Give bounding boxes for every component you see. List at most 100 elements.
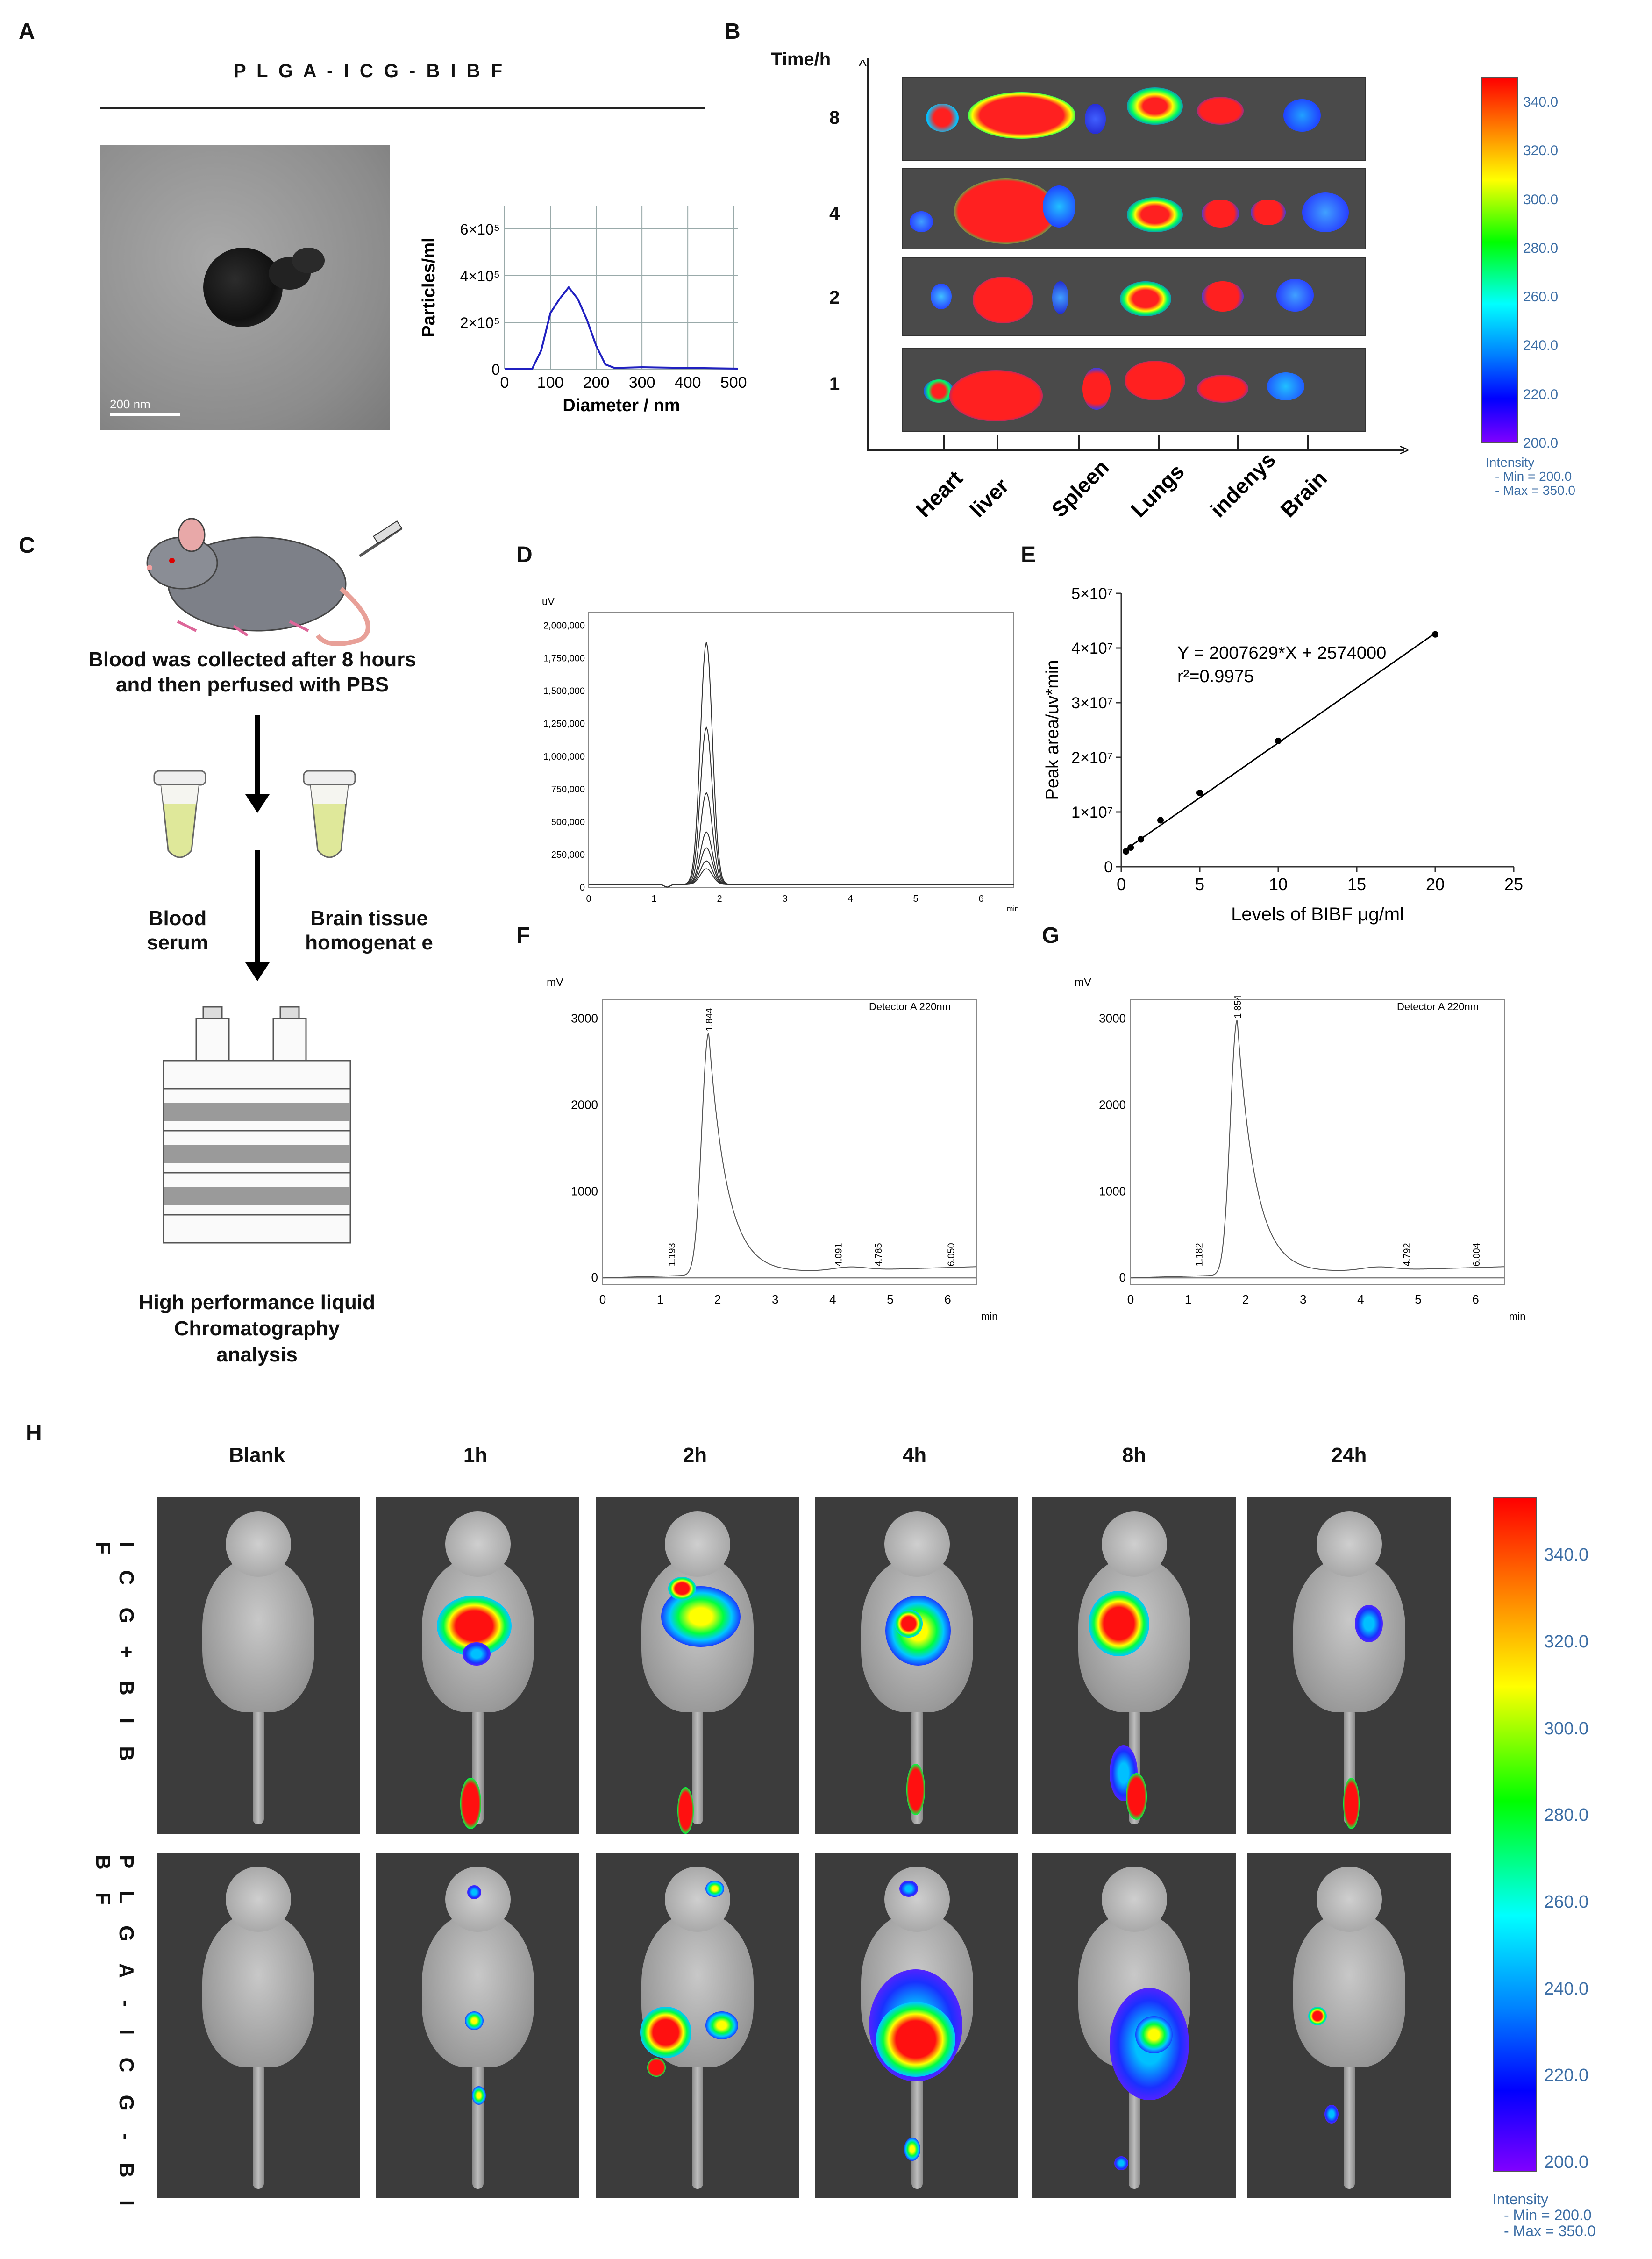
y-tick-label: 3000 [1099, 1012, 1126, 1026]
mouse-head [1101, 1511, 1167, 1577]
label-brain-homogenate: Brain tissue homogenat e [305, 907, 433, 954]
data-point [1138, 836, 1144, 843]
x-tick-label: 0 [599, 1292, 606, 1306]
y-unit: uV [542, 596, 555, 607]
data-point [1123, 848, 1130, 855]
calibration-curve: 0 1×10⁷ 2×10⁷ 3×10⁷ 4×10⁷ 5×10⁷ 0 5 10 15 20 25 Y = … [1043, 585, 1523, 925]
fluorescence-signal [677, 1787, 694, 1834]
mouse-illustration [146, 518, 403, 646]
mouse-image-panel [815, 1853, 1018, 2198]
panel-b-y-axis [867, 58, 869, 451]
colorbar-tick-label: 200.0 [1544, 2152, 1589, 2173]
y-tick-label: 1,500,000 [543, 686, 585, 697]
mouse-tail [911, 2063, 923, 2189]
mouse-head [1101, 1867, 1167, 1932]
x-tick-label: 1 [651, 894, 656, 904]
peak-label: 6.050 [947, 1243, 957, 1266]
mouse-head [225, 1867, 291, 1932]
arrow-up-icon: ^ [859, 56, 867, 75]
arrow-down-icon [245, 794, 270, 813]
mouse-tail [252, 1708, 264, 1824]
peak-label: 6.004 [1472, 1243, 1482, 1266]
data-point [1196, 790, 1203, 797]
organ-label: Spleen [1047, 455, 1113, 522]
mouse-head [1316, 1867, 1382, 1932]
panel-a-letter: A [19, 19, 35, 44]
mouse-image-panel [157, 1497, 360, 1834]
mouse-image-panel [1032, 1853, 1236, 2198]
mouse-head [445, 1867, 511, 1932]
y-tick-label: 750,000 [551, 784, 585, 795]
fluorescence-signal [906, 1764, 925, 1815]
y-tick-label: 0 [591, 1270, 598, 1284]
col-label: 24h [1331, 1444, 1367, 1467]
panel-f-letter: F [516, 923, 530, 948]
mouse-head [664, 1511, 730, 1577]
fluorescence-signal [1089, 1591, 1149, 1656]
x-tick-label: 10 [1269, 875, 1288, 894]
y-tick-label: 2×10⁷ [1071, 749, 1113, 767]
chromatogram-brain: mV Detector A 220nm 3000 2000 1000 00 1 2 3 4 5 6 mi… [1075, 976, 1525, 1322]
organ-strip-1h [902, 348, 1366, 432]
x-tick-label: 0 [1127, 1292, 1134, 1306]
plot-frame [602, 999, 977, 1285]
panel-a-rule [100, 107, 705, 109]
chromatogram-trace [602, 1033, 977, 1279]
mouse-image-panel [157, 1853, 360, 2198]
tube-icon [303, 770, 356, 858]
fluorescence-signal [1135, 2016, 1173, 2053]
panelh-colorbar-caption: Intensity - Min = 200.0 - Max = 350.0 [1493, 2191, 1596, 2239]
y-tick-label: 1,000,000 [543, 752, 585, 762]
x-tick-label: 1 [1185, 1292, 1191, 1306]
mouse-body [202, 1913, 314, 2067]
fluorescence-signal [1355, 1605, 1383, 1642]
y-tick-label: 0 [491, 361, 500, 378]
fluorescence-signal [895, 1610, 923, 1638]
mouse-head [225, 1511, 291, 1577]
y-axis-label: Particles/ml [419, 237, 439, 337]
y-tick-label: 4×10⁷ [1071, 640, 1113, 657]
row-label-plga-icg-bibf: P L G A - I C G - B I B F [92, 1855, 138, 2215]
data-point [1432, 631, 1438, 638]
organ-label: Brain [1275, 466, 1332, 522]
organ-label: indenys [1205, 447, 1280, 522]
fluorescence-signal [899, 1881, 918, 1897]
detector-label: Detector A 220nm [869, 1001, 951, 1012]
mouse-head [884, 1867, 950, 1932]
y-tick-label: 1,750,000 [543, 654, 585, 664]
mouse-tail [1343, 2063, 1355, 2189]
x-tick-label: 4 [1357, 1292, 1364, 1306]
colorbar-tick-label: 340.0 [1544, 1545, 1589, 1565]
col-label: 1h [463, 1444, 488, 1467]
col-label: 4h [902, 1444, 927, 1467]
fluorescence-signal [705, 1881, 724, 1897]
colorbar-tick-label: 280.0 [1544, 1805, 1589, 1825]
plot-frame [588, 612, 1014, 888]
fluorescence-signal [1308, 2007, 1327, 2025]
colorbar-tick-label: 220.0 [1523, 386, 1559, 402]
mouse-body [1293, 1558, 1405, 1712]
colorbar-tick-label: 260.0 [1544, 1892, 1589, 1912]
size-distribution-line [505, 285, 739, 370]
mouse-image-panel [376, 1853, 579, 2198]
colorbar-caption-title: Intensity [1486, 455, 1535, 470]
data-point [1157, 817, 1164, 824]
fluorescence-signal [463, 1642, 491, 1666]
x-tick-label: 300 [629, 374, 655, 392]
colorbar-tick-label: 280.0 [1523, 240, 1559, 256]
hplc-label-line3: analysis [216, 1343, 298, 1366]
x-tick-label: 3 [782, 894, 787, 904]
organ-strip-8h [902, 77, 1366, 161]
colorbar-caption-title: Intensity [1493, 2191, 1549, 2208]
panelb-colorbar [1481, 77, 1518, 443]
colorbar-tick-label: 320.0 [1544, 1632, 1589, 1652]
panel-b-letter: B [724, 19, 741, 44]
scale-bar [110, 413, 180, 416]
data-point [1127, 844, 1134, 851]
peak-label: 1.844 [705, 1008, 715, 1032]
mouse-image-panel [1032, 1497, 1236, 1834]
chromatogram-trace [589, 868, 1014, 888]
fluorescence-signal [460, 1778, 481, 1829]
arrow-right-icon: > [1399, 440, 1410, 459]
mouse-tail [691, 2063, 703, 2189]
